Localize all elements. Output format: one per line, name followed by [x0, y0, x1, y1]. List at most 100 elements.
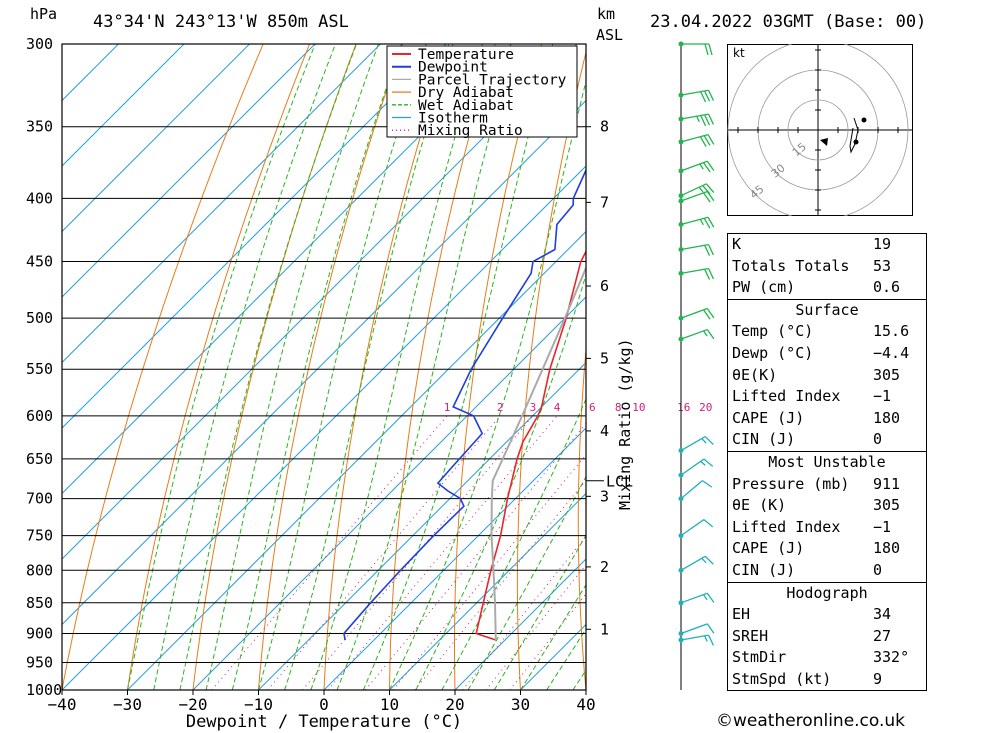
- x-axis-label: Dewpoint / Temperature (°C): [186, 712, 462, 732]
- isotherm-line: [62, 44, 512, 495]
- wind-barb: [680, 458, 714, 476]
- wind-barb: [680, 307, 715, 320]
- wet-adiabat-line: [258, 44, 427, 690]
- pressure-tick-label: 450: [26, 253, 53, 271]
- mixing-ratio-value-label: 16: [677, 401, 690, 414]
- stat-key: Pressure (mb): [732, 474, 850, 493]
- wet-adiabat-line: [467, 475, 586, 690]
- isotherm-line: [323, 427, 586, 690]
- wind-barb: [680, 183, 715, 197]
- hodograph-title: Hodograph: [786, 583, 868, 602]
- wind-level-dot: [678, 92, 684, 98]
- pressure-tick-label: 500: [26, 309, 53, 327]
- stat-key: SREH: [732, 626, 769, 645]
- stat-row: CAPE (J) 180: [728, 408, 926, 430]
- hodograph-unit-label: kt: [733, 46, 745, 60]
- mixing-ratio-value-label: 6: [589, 401, 596, 414]
- surface-section: Surface Temp (°C) 15.6 Dewp (°C) −4.4 θE(K) 3…: [728, 298, 926, 451]
- pressure-tick-label: 1000: [26, 681, 62, 699]
- stat-value: 34: [873, 605, 892, 624]
- pressure-tick-label: 300: [26, 35, 53, 53]
- most-unstable-section: Most Unstable Pressure (mb) 911 θE (K) 305 L…: [728, 450, 926, 582]
- pressure-tick-label: 850: [26, 594, 53, 612]
- stat-key: CAPE (J): [732, 408, 805, 427]
- legend-entry-label: Dewpoint: [418, 60, 488, 76]
- mixing-ratio-value-label: 1: [444, 401, 451, 414]
- mixing-ratio-line: [267, 415, 501, 690]
- wind-level-dot: [678, 315, 684, 321]
- wind-barb: [680, 267, 715, 280]
- isotherm-line: [62, 44, 119, 102]
- dry-adiabat-line: [62, 44, 264, 690]
- wet-adiabat-line: [127, 44, 316, 690]
- location-label: 43°34'N 243°13'W 850m ASL: [93, 12, 349, 32]
- temperature-profile: [475, 249, 586, 641]
- isotherm-line: [389, 492, 586, 690]
- wind-level-dot: [678, 168, 684, 174]
- wind-level-dot: [678, 600, 684, 606]
- wet-adiabat-line: [153, 44, 336, 690]
- stat-value: 0: [873, 560, 883, 579]
- height-tick-label: 3: [600, 487, 609, 505]
- wind-level-dot: [678, 336, 684, 342]
- wind-level-dot: [678, 567, 684, 573]
- wind-level-dot: [678, 41, 684, 47]
- wind-barb: [680, 435, 714, 452]
- mixing-ratio-value-label: 20: [699, 401, 712, 414]
- wet-adiabat-line: [231, 44, 402, 690]
- dewpoint-profile: [343, 168, 586, 641]
- pressure-tick-label: 350: [26, 118, 53, 136]
- stat-key: CAPE (J): [732, 539, 805, 558]
- stat-value: 0: [873, 430, 883, 449]
- stat-row: SREH 27: [728, 626, 926, 648]
- pressure-tick-label: 400: [26, 189, 53, 207]
- wind-level-dot: [678, 472, 684, 478]
- pressure-tick-label: 650: [26, 450, 53, 468]
- height-tick-label: 1: [600, 620, 609, 638]
- stat-value: 180: [873, 408, 901, 427]
- stat-key: Lifted Index: [732, 517, 841, 536]
- wind-barb: [680, 519, 714, 537]
- stat-value: 27: [873, 626, 892, 645]
- temperature-tick-label: 20: [445, 695, 464, 714]
- wet-adiabat-line: [441, 397, 586, 690]
- height-tick-label: 4: [600, 422, 609, 440]
- mixing-ratio-value-label: 10: [632, 401, 645, 414]
- stat-row: Temp (°C) 15.6: [728, 321, 926, 343]
- pressure-tick-label: 750: [26, 527, 53, 545]
- mixing-ratio-value-label: 8: [615, 401, 622, 414]
- skewt-chart: 3003504004505005506006507007508008509009…: [26, 35, 715, 732]
- stat-value: 305: [873, 365, 901, 384]
- stat-row: Pressure (mb) 911: [728, 474, 926, 496]
- isotherm-line: [192, 296, 586, 690]
- lcl-label: LCL: [606, 473, 633, 491]
- mixing-ratio-axis-label: Mixing Ratio (g/kg): [616, 338, 634, 510]
- temperature-tick-label: 10: [380, 695, 399, 714]
- wind-level-dot: [678, 448, 684, 454]
- stat-key: EH: [732, 605, 751, 624]
- pressure-tick-label: 900: [26, 624, 53, 642]
- legend-entry-label: Mixing Ratio: [418, 123, 523, 139]
- stat-value: −4.4: [873, 343, 910, 362]
- datetime-label: 23.04.2022 03GMT (Base: 00): [650, 12, 927, 32]
- wind-barb: [680, 480, 713, 500]
- storm-motion-arrow: [820, 138, 828, 146]
- hodograph-ring: [727, 44, 909, 216]
- pressure-tick-label: 800: [26, 561, 53, 579]
- stat-row: Lifted Index −1: [728, 386, 926, 408]
- pressure-tick-label: 950: [26, 653, 53, 671]
- wind-barb: [681, 43, 713, 56]
- mixing-ratio-line: [392, 454, 586, 690]
- mixing-ratio-value-label: 4: [554, 401, 561, 414]
- wind-barb: [680, 555, 714, 571]
- hodograph-section: Hodograph EH 34 SREH 27 StmDir 332° StmSpd (kt…: [728, 581, 926, 691]
- isotherm-line: [62, 99, 586, 626]
- stat-row: StmSpd (kt) 9: [728, 669, 926, 691]
- height-tick-label: 7: [600, 193, 609, 211]
- stat-row: CAPE (J) 180: [728, 538, 926, 560]
- stat-key: θE (K): [732, 496, 787, 515]
- wind-level-dot: [678, 270, 684, 276]
- isotherm-line: [62, 165, 586, 690]
- wind-barb: [680, 216, 715, 229]
